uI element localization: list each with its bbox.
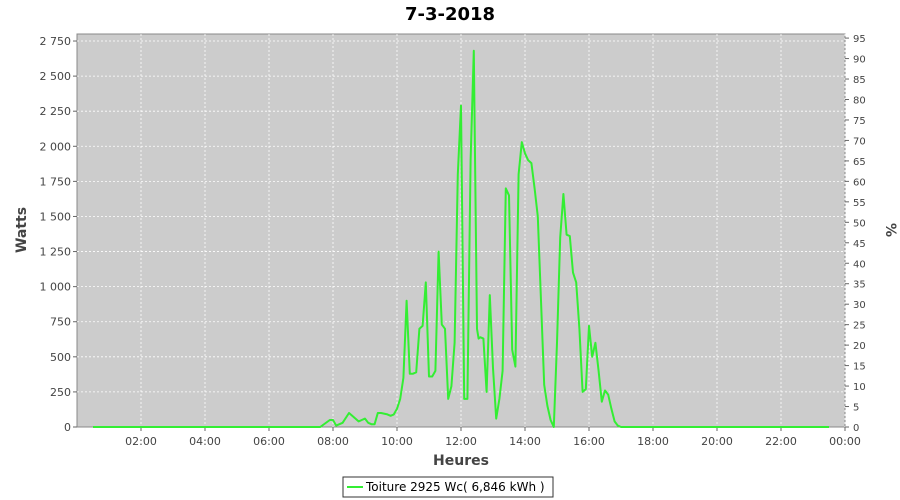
x-axis-label: Heures [433,453,489,469]
x-axis-ticks: 02:00 04:00 06:00 08:00 10:00 12:00 14:00 16:00… [125,427,861,448]
y-tick-label: 250 [50,386,71,399]
x-tick-label: 12:00 [445,435,477,448]
y-tick-label: 0 [64,421,71,434]
y2-tick-label: 55 [853,198,866,209]
legend-entry: Toiture 2925 Wc( 6,846 kWh ) [365,480,545,494]
y2-tick-label: 0 [853,423,859,434]
y2-tick-label: 35 [853,280,866,291]
y-tick-label: 1 250 [40,246,72,259]
y2-tick-label: 65 [853,157,866,168]
y2-tick-label: 95 [853,34,866,45]
y2-tick-label: 25 [853,321,866,332]
x-tick-label: 04:00 [189,435,221,448]
y2-axis-ticks: 0 5 10 15 20 25 30 35 40 45 50 55 60 65 70 75 80 85 90 95 [845,34,866,434]
y2-tick-label: 45 [853,239,866,250]
y2-tick-label: 15 [853,362,866,373]
y-tick-label: 750 [50,316,71,329]
y2-tick-label: 75 [853,116,866,127]
y-tick-label: 1 000 [40,281,72,294]
y-tick-label: 2 500 [40,70,72,83]
y-tick-label: 1 500 [40,210,72,223]
y2-axis-label: % [882,223,898,237]
x-tick-label: 14:00 [509,435,541,448]
x-tick-label: 08:00 [317,435,349,448]
x-tick-label: 10:00 [381,435,413,448]
y2-tick-label: 40 [853,259,866,270]
y2-tick-label: 50 [853,218,866,229]
y-tick-label: 2 750 [40,35,72,48]
y2-tick-label: 20 [853,341,866,352]
y-axis-ticks: 0 250 500 750 1 000 1 250 1 500 1 750 2 000 2 250… [40,35,77,434]
x-tick-label: 20:00 [701,435,733,448]
legend: Toiture 2925 Wc( 6,846 kWh ) [342,476,554,498]
legend-box [342,476,554,498]
y2-tick-label: 5 [853,403,859,414]
y2-tick-label: 70 [853,136,866,147]
x-tick-label: 02:00 [125,435,157,448]
chart-title: 7-3-2018 [405,4,495,25]
series-line-0 [93,49,829,428]
y2-tick-label: 60 [853,177,866,188]
y2-tick-label: 30 [853,300,866,311]
x-tick-label: 22:00 [765,435,797,448]
x-tick-label: 00:00 [829,435,861,448]
y2-tick-label: 10 [853,382,866,393]
y2-tick-label: 90 [853,55,866,66]
y-tick-label: 2 250 [40,105,72,118]
y-tick-label: 1 750 [40,175,72,188]
y-axis-label: Watts [14,207,30,253]
y2-tick-label: 80 [853,96,866,107]
series-layer [93,49,829,428]
y2-tick-label: 85 [853,75,866,86]
y-tick-label: 2 000 [40,140,72,153]
x-tick-label: 18:00 [637,435,669,448]
y-tick-label: 500 [50,351,71,364]
x-tick-label: 06:00 [253,435,285,448]
x-tick-label: 16:00 [573,435,605,448]
